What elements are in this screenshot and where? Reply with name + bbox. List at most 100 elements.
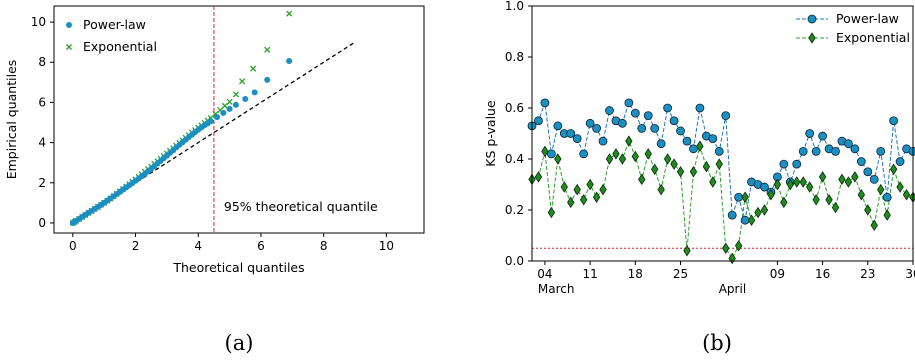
powerlaw-marker <box>534 116 543 126</box>
powerlaw-marker <box>585 118 595 128</box>
exponential-marker <box>618 153 627 165</box>
exponential-marker <box>857 188 866 201</box>
x-tick-label: 16 <box>815 267 830 281</box>
exponential-marker <box>657 183 665 196</box>
exponential-marker <box>599 183 607 196</box>
legend-powerlaw-marker <box>807 14 817 24</box>
exponential-marker <box>818 171 827 183</box>
powerlaw-marker <box>546 149 556 159</box>
powerlaw-point <box>286 58 293 65</box>
exponential-marker <box>909 191 915 203</box>
y-tick-label: 0.4 <box>505 152 524 166</box>
x-marker-stroke <box>286 10 293 17</box>
exponential-point <box>221 102 228 109</box>
exponential-marker <box>709 176 717 188</box>
y-tick-label: 2 <box>38 176 46 190</box>
legend-powerlaw-label: Power-law <box>83 17 146 32</box>
qq-x-axis-label: Theoretical quantiles <box>172 260 304 275</box>
exponential-marker <box>689 166 698 178</box>
exponential-marker <box>586 178 594 191</box>
exponential-marker <box>877 183 885 196</box>
exponential-marker <box>644 148 652 160</box>
powerlaw-marker <box>721 111 731 121</box>
powerlaw-marker <box>540 98 550 108</box>
powerlaw-marker <box>579 149 589 159</box>
y-tick-label: 4 <box>38 136 46 150</box>
y-tick-label: 0 <box>38 216 46 230</box>
legend-powerlaw-marker <box>66 22 72 28</box>
powerlaw-point <box>251 89 258 96</box>
exponential-point <box>286 10 293 17</box>
qq-y-axis-label: Empirical quantiles <box>4 60 19 180</box>
powerlaw-marker <box>760 182 769 192</box>
exponential-marker <box>638 173 646 186</box>
powerlaw-marker <box>624 98 634 108</box>
x-tick-label: 8 <box>320 239 328 253</box>
powerlaw-marker <box>708 134 718 144</box>
exponential-marker <box>844 176 853 188</box>
exponential-marker <box>883 209 891 221</box>
powerlaw-marker <box>818 131 827 141</box>
legend-exponential-marker <box>808 32 816 44</box>
exponential-marker <box>702 160 711 173</box>
powerlaw-marker <box>863 167 873 177</box>
powerlaw-marker <box>882 192 892 202</box>
exponential-marker <box>579 194 588 206</box>
powerlaw-marker <box>727 210 737 220</box>
exponential-marker <box>741 191 749 203</box>
x-tick-label: 09 <box>770 267 785 281</box>
exponential-marker <box>806 181 814 193</box>
x-marker-stroke <box>250 65 257 72</box>
exponential-marker <box>567 196 575 209</box>
x-tick-label: 6 <box>257 239 265 253</box>
powerlaw-marker <box>844 139 853 149</box>
exponential-marker <box>573 183 581 196</box>
caption-b: (b) <box>702 331 732 355</box>
exponential-marker <box>889 163 898 175</box>
y-tick-label: 10 <box>31 15 46 29</box>
y-tick-label: 0.8 <box>505 50 524 64</box>
x-marker-stroke <box>217 106 224 114</box>
powerlaw-marker <box>630 108 640 118</box>
exponential-marker <box>651 163 659 175</box>
ks-series <box>527 98 915 265</box>
powerlaw-point <box>220 109 227 116</box>
legend-exponential-label: Exponential <box>836 30 910 45</box>
y-tick-label: 0.6 <box>505 101 524 115</box>
powerlaw-marker <box>811 146 821 156</box>
exponential-marker <box>825 194 833 206</box>
x-marker-stroke <box>264 46 271 53</box>
exponential-marker <box>754 206 762 219</box>
powerlaw-marker <box>605 106 614 115</box>
powerlaw-marker <box>798 146 808 156</box>
ks-pvalue-panel: 0.0 0.2 0.4 0.6 0.8 1.0 04 11 18 25 09 16 23 30 March A… <box>483 0 915 355</box>
powerlaw-marker <box>689 144 698 154</box>
month-label: April <box>719 282 746 296</box>
powerlaw-marker <box>598 136 608 146</box>
exponential-marker <box>605 153 614 165</box>
exponential-marker <box>722 242 730 254</box>
ks-legend: Power-law Exponential <box>796 11 910 45</box>
exponential-marker <box>838 173 846 186</box>
y-tick-label: 6 <box>38 95 46 109</box>
powerlaw-marker <box>676 126 685 136</box>
powerlaw-marker <box>656 139 666 149</box>
x-tick-label: 0 <box>69 239 77 253</box>
powerlaw-marker <box>805 129 815 138</box>
ks-plot-frame <box>531 5 914 262</box>
exponential-marker <box>670 158 678 170</box>
x-marker-stroke <box>66 44 72 50</box>
x-marker-stroke <box>221 102 228 109</box>
ks-axis-ticks: 0.0 0.2 0.4 0.6 0.8 1.0 04 11 18 25 09 16 23 30 March A… <box>505 0 915 296</box>
powerlaw-marker <box>856 157 866 166</box>
exponential-marker <box>554 153 562 165</box>
exponential-marker <box>625 135 633 147</box>
caption-a: (a) <box>225 331 254 355</box>
exponential-point <box>232 91 239 98</box>
exponential-marker <box>592 191 601 203</box>
exponential-point <box>264 46 271 53</box>
powerlaw-marker <box>831 146 840 156</box>
powerlaw-marker <box>895 157 905 166</box>
exponential-marker <box>870 219 878 232</box>
